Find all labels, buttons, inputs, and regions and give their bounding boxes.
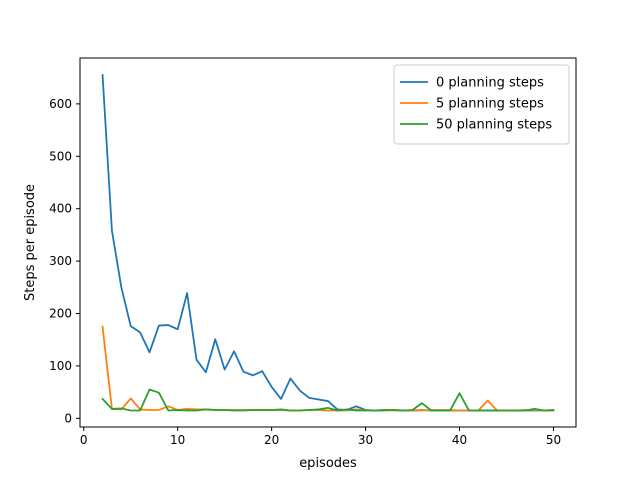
y-tick-label: 500 xyxy=(49,149,72,163)
y-tick-label: 600 xyxy=(49,97,72,111)
axes-frame xyxy=(79,57,577,428)
series-line-2 xyxy=(101,388,555,412)
x-tick-label: 0 xyxy=(80,433,88,447)
x-tick-label: 20 xyxy=(264,433,279,447)
y-axis-ticks: 0 100 200 300 400 500 600 xyxy=(49,97,80,425)
y-tick-label: 300 xyxy=(49,254,72,268)
x-tick-label: 40 xyxy=(452,433,467,447)
x-axis-label: episodes xyxy=(299,456,357,471)
y-tick-label: 0 xyxy=(64,411,72,425)
x-tick-label: 10 xyxy=(170,433,185,447)
x-axis-ticks: 0 10 20 30 40 50 xyxy=(80,427,561,447)
series-lines xyxy=(101,74,555,412)
legend-label: 50 planning steps xyxy=(436,118,552,133)
x-tick-label: 50 xyxy=(546,433,561,447)
x-tick-label: 30 xyxy=(358,433,373,447)
legend-box xyxy=(393,64,570,145)
y-tick-label: 200 xyxy=(49,307,72,321)
legend-label: 5 planning steps xyxy=(436,97,544,112)
legend-label: 0 planning steps xyxy=(436,76,544,91)
y-axis-label: Steps per episode xyxy=(23,184,38,301)
y-tick-label: 400 xyxy=(49,202,72,216)
legend: 0 planning steps 5 planning steps 50 plann… xyxy=(393,64,570,145)
y-tick-label: 100 xyxy=(49,359,72,373)
